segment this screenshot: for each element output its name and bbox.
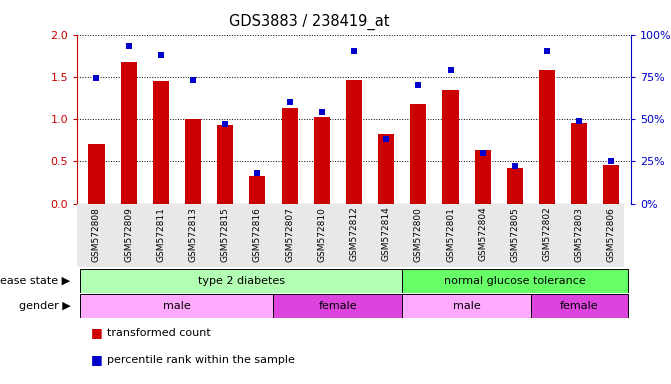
Point [91, 75, 102, 81]
Text: GSM572810: GSM572810 [317, 207, 326, 262]
Bar [121, 61, 137, 204]
Text: type 2 diabetes: type 2 diabetes [198, 276, 285, 286]
Point [445, 67, 456, 73]
Text: female: female [560, 301, 599, 311]
Text: GSM572800: GSM572800 [414, 207, 423, 262]
Bar [314, 118, 330, 204]
Bar [282, 108, 298, 204]
Point [380, 136, 391, 142]
Text: disease state ▶: disease state ▶ [0, 276, 70, 286]
Text: GSM572806: GSM572806 [607, 207, 616, 262]
Bar [89, 144, 105, 204]
Text: percentile rank within the sample: percentile rank within the sample [107, 355, 295, 365]
Text: normal glucose tolerance: normal glucose tolerance [444, 276, 586, 286]
Text: GDS3883 / 238419_at: GDS3883 / 238419_at [229, 13, 390, 30]
Bar [153, 81, 169, 204]
Text: GSM572808: GSM572808 [92, 207, 101, 262]
Bar [250, 175, 266, 204]
Point [156, 52, 166, 58]
Bar [539, 70, 555, 204]
Text: GSM572811: GSM572811 [156, 207, 165, 262]
Bar [402, 294, 531, 318]
Text: male: male [163, 301, 191, 311]
Bar [217, 125, 234, 204]
Text: gender ▶: gender ▶ [19, 301, 70, 311]
Bar [442, 90, 458, 204]
Text: GSM572809: GSM572809 [124, 207, 133, 262]
Bar [274, 294, 402, 318]
Text: GSM572816: GSM572816 [253, 207, 262, 262]
Bar [410, 104, 426, 204]
Point [317, 109, 327, 115]
Point [606, 158, 617, 164]
Bar [474, 150, 491, 204]
Point [349, 48, 360, 55]
Text: GSM572807: GSM572807 [285, 207, 294, 262]
Text: GSM572815: GSM572815 [221, 207, 229, 262]
Point [574, 118, 584, 124]
Point [413, 82, 423, 88]
Text: GSM572801: GSM572801 [446, 207, 455, 262]
Text: transformed count: transformed count [107, 328, 211, 338]
Bar [185, 119, 201, 204]
Text: ■: ■ [91, 326, 103, 339]
Bar [603, 165, 619, 204]
Bar [531, 294, 627, 318]
Point [477, 150, 488, 156]
Point [541, 48, 552, 55]
Point [188, 77, 199, 83]
Text: female: female [319, 301, 357, 311]
Point [509, 163, 520, 169]
Text: GSM572814: GSM572814 [382, 207, 391, 262]
Bar [507, 168, 523, 204]
Point [123, 43, 134, 50]
Bar [571, 123, 587, 204]
Bar [402, 269, 627, 293]
Text: GSM572803: GSM572803 [575, 207, 584, 262]
Text: GSM572812: GSM572812 [350, 207, 358, 262]
Text: GSM572813: GSM572813 [189, 207, 197, 262]
Bar [346, 80, 362, 204]
Bar [378, 134, 394, 204]
Text: GSM572804: GSM572804 [478, 207, 487, 262]
Text: ■: ■ [91, 353, 103, 366]
Point [252, 170, 263, 176]
Point [285, 99, 295, 105]
Bar [81, 294, 274, 318]
Text: GSM572805: GSM572805 [511, 207, 519, 262]
Bar [81, 269, 402, 293]
Text: GSM572802: GSM572802 [543, 207, 552, 262]
Point [220, 121, 231, 127]
Text: male: male [453, 301, 480, 311]
